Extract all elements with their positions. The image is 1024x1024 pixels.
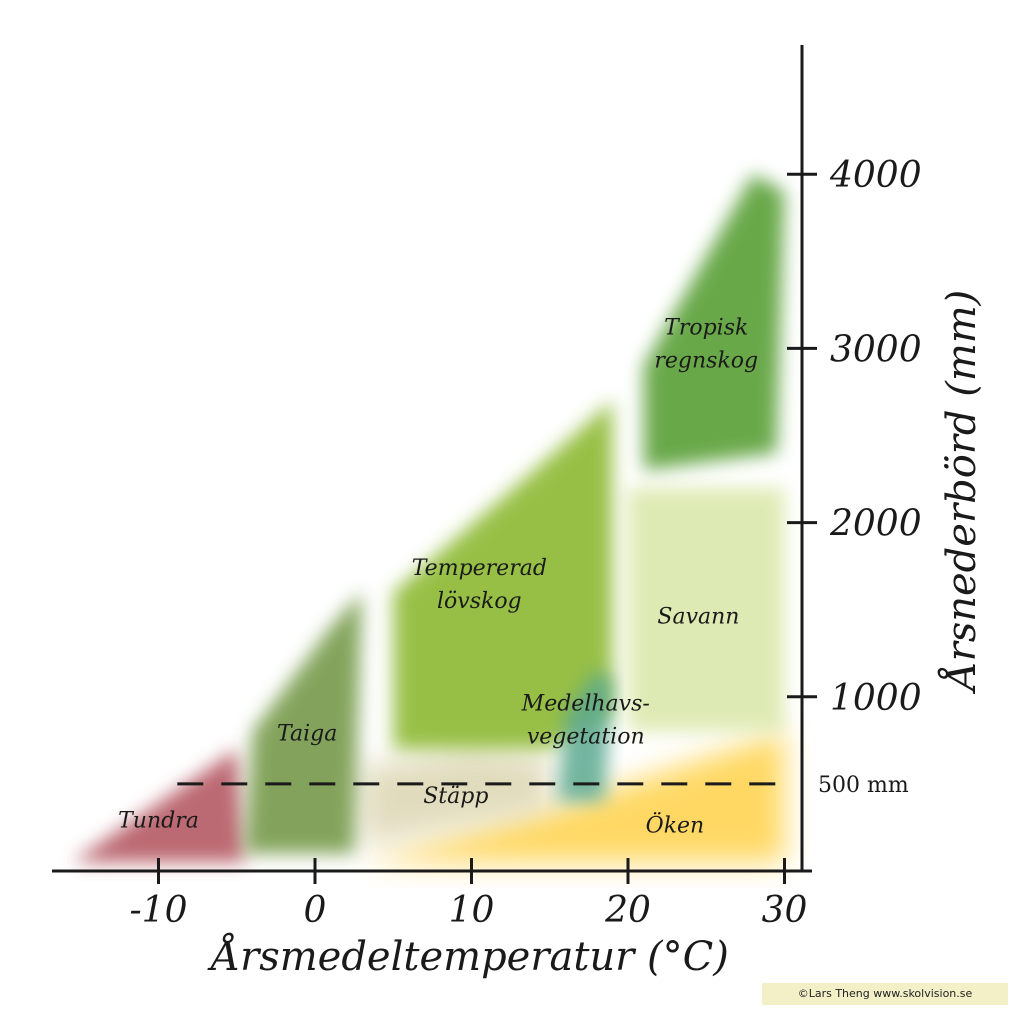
x-tick-label: 0 xyxy=(304,890,327,931)
region-tropisk-regnskog xyxy=(643,174,785,471)
region-tundra xyxy=(72,749,245,863)
region-taiga xyxy=(244,592,362,854)
label-tempererad-lövskog: Tempererad lövskog xyxy=(412,556,547,614)
biome-regions xyxy=(72,174,785,863)
label-medelhavsvegetation: Medelhavs-vegetation xyxy=(521,692,650,750)
x-tick-label: 30 xyxy=(762,890,808,931)
label-stäpp: Stäpp xyxy=(423,784,488,809)
y-axis-ticks: 1000 2000 3000 4000 xyxy=(787,155,922,719)
500mm-reference-label: 500 mm xyxy=(818,773,909,798)
region-medelhavsvegetation xyxy=(557,670,613,802)
y-tick-label: 4000 xyxy=(829,155,922,196)
x-tick-label: 10 xyxy=(449,890,495,931)
x-axis-ticks: -10 0 10 20 30 xyxy=(130,858,808,931)
y-axis-title: Årsnederbörd (mm) xyxy=(938,290,985,695)
x-tick-label: -10 xyxy=(130,890,188,931)
region-tempererad-lövskog xyxy=(393,400,613,750)
copyright-credit: ©Lars Theng www.skolvision.se xyxy=(762,983,1008,1005)
y-tick-label: 2000 xyxy=(829,504,922,545)
region-savann xyxy=(628,487,785,732)
region-öken xyxy=(361,731,785,863)
y-tick-label: 3000 xyxy=(830,329,922,370)
label-savann: Savann xyxy=(657,605,739,630)
label-tundra: Tundra xyxy=(118,808,199,833)
y-tick-label: 1000 xyxy=(830,678,922,719)
label-öken: Öken xyxy=(646,812,705,839)
x-axis-title: Årsmedeltemperatur (°C) xyxy=(207,933,729,980)
x-tick-label: 20 xyxy=(604,890,651,931)
label-taiga: Taiga xyxy=(277,721,337,746)
region-stäpp xyxy=(361,749,550,845)
biome-labels: Tundra Taiga Tempererad lövskog Tropisk regns… xyxy=(118,315,758,838)
label-tropisk-regnskog: Tropisk regnskog xyxy=(654,315,758,373)
